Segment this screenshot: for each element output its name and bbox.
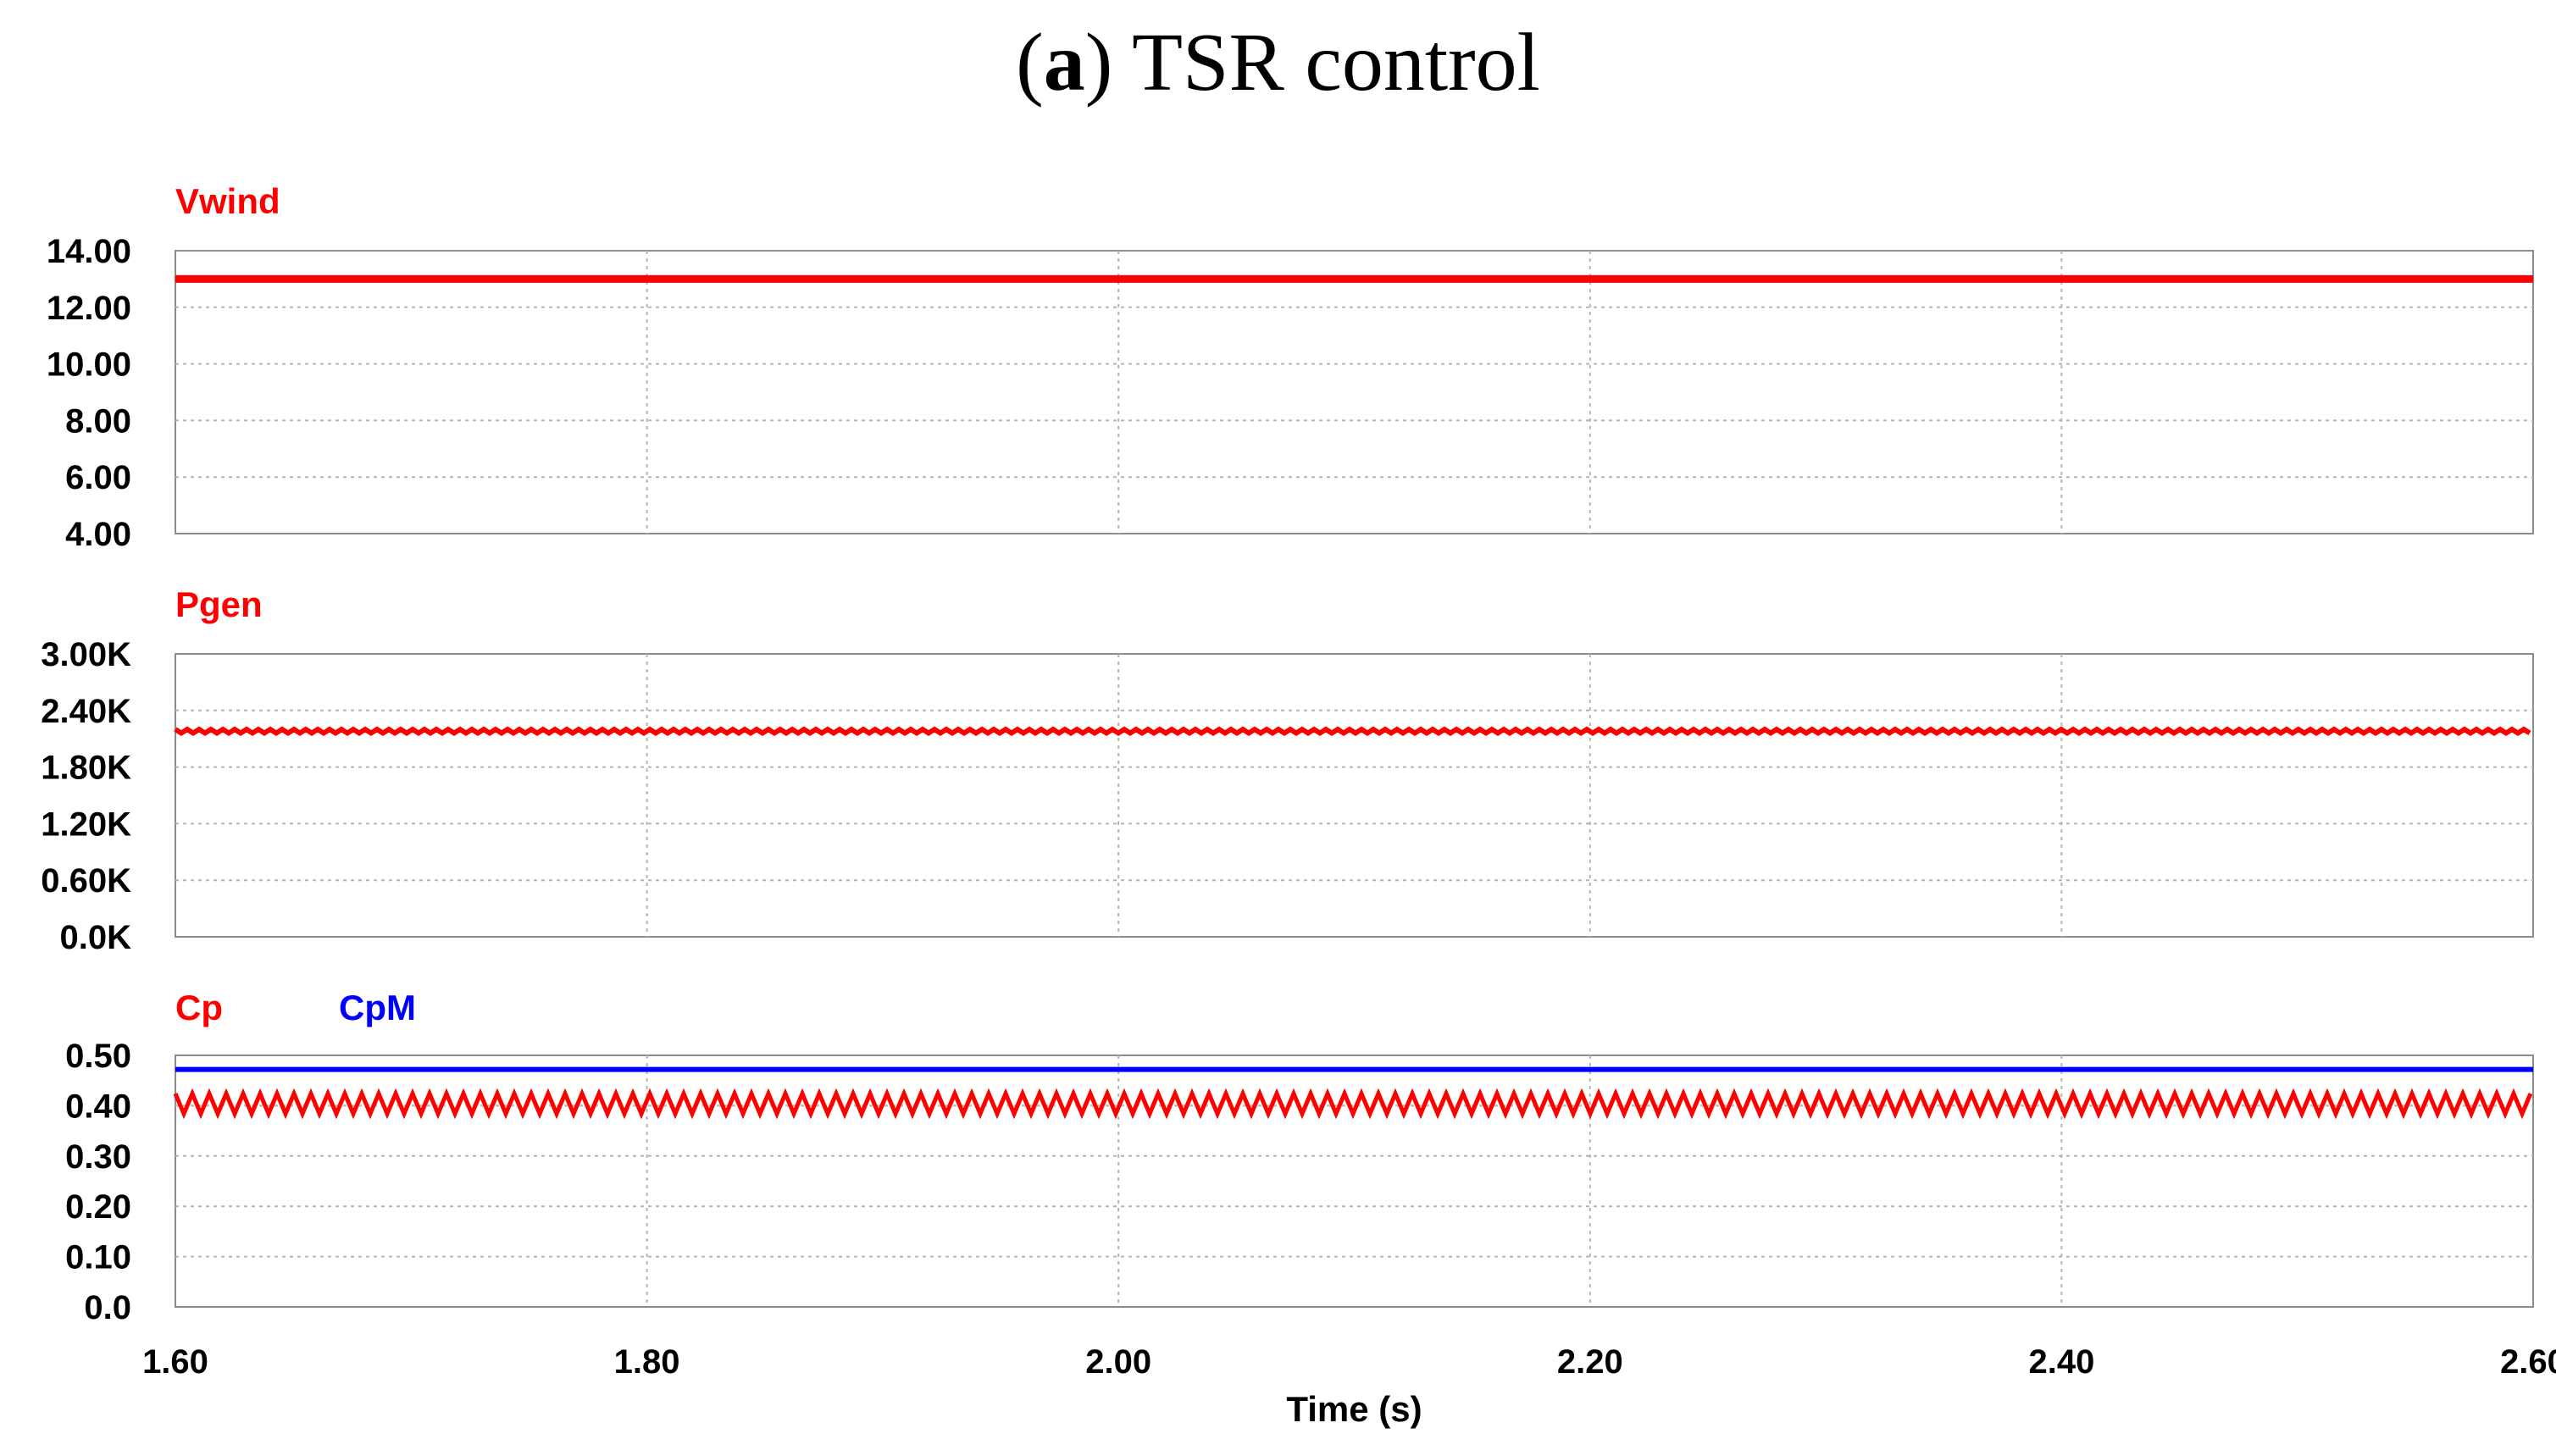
y-tick-label: 8.00 <box>65 402 131 440</box>
series-label-cpm: CpM <box>339 988 416 1027</box>
series-line-cp <box>173 1088 2533 1120</box>
y-tick-label: 6.00 <box>65 459 131 496</box>
y-tick-label: 1.80K <box>41 750 131 787</box>
figure-label-text: TSR control <box>1132 17 1540 108</box>
x-tick-label: 2.00 <box>1085 1343 1151 1381</box>
plot-frame-3 <box>175 1055 2534 1308</box>
y-tick-label: 14.00 <box>47 233 131 270</box>
x-tick-label: 1.80 <box>614 1343 680 1381</box>
x-tick-label: 2.60 <box>2500 1343 2556 1381</box>
y-tick-label: 0.0K <box>60 919 132 956</box>
x-tick-label: 2.20 <box>1557 1343 1623 1381</box>
series-label-pgen: Pgen <box>175 584 263 624</box>
y-tick-label: 12.00 <box>47 290 131 327</box>
y-tick-label: 4.00 <box>65 516 131 553</box>
y-tick-label: 0.20 <box>65 1188 131 1226</box>
plot-frame-2 <box>175 653 2534 938</box>
y-tick-label: 3.00K <box>41 636 131 673</box>
plot-frame-1 <box>175 250 2534 534</box>
series-label-vwind: Vwind <box>175 181 280 221</box>
y-tick-label: 0.10 <box>65 1239 131 1276</box>
figure-label-letter: a <box>1043 17 1085 108</box>
figure-title: (a) TSR control <box>1016 17 1540 108</box>
y-tick-label: 0.0 <box>84 1289 131 1326</box>
y-tick-label: 0.50 <box>65 1038 131 1075</box>
x-tick-label: 1.60 <box>142 1343 208 1381</box>
x-axis-title: Time (s) <box>1286 1389 1422 1429</box>
x-tick-label: 2.40 <box>2028 1343 2094 1381</box>
y-tick-label: 0.60K <box>41 862 131 900</box>
y-tick-label: 0.30 <box>65 1138 131 1176</box>
y-tick-label: 10.00 <box>47 346 131 384</box>
y-tick-label: 2.40K <box>41 693 131 730</box>
series-line-pgen <box>174 726 2531 737</box>
series-label-cp: Cp <box>175 988 223 1027</box>
y-tick-label: 1.20K <box>41 806 131 843</box>
y-tick-label: 0.40 <box>65 1088 131 1125</box>
